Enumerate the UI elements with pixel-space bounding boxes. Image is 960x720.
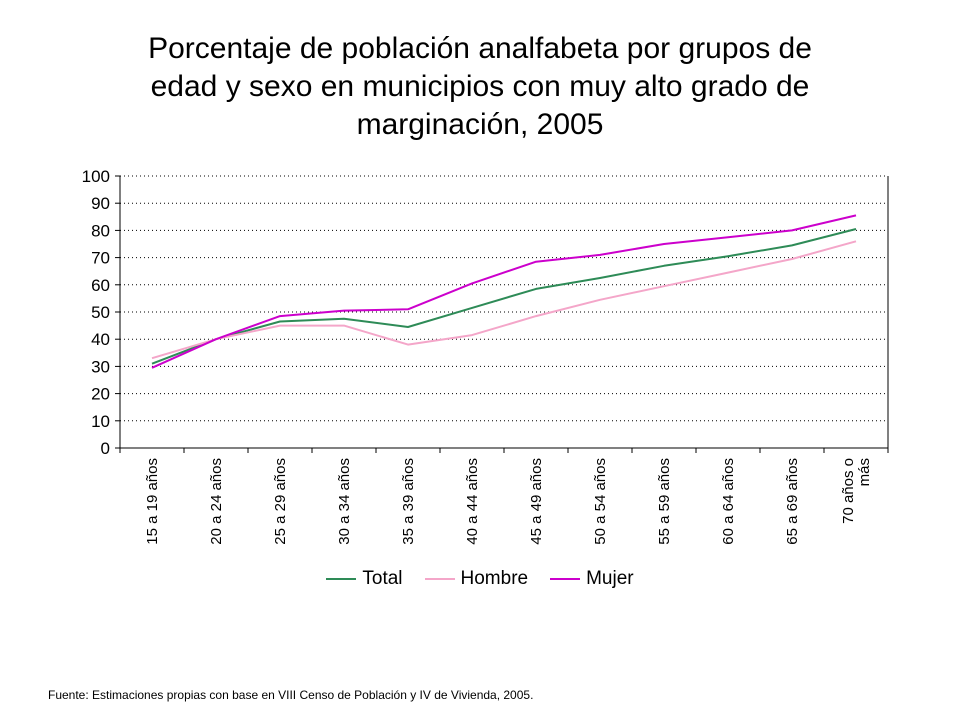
series-line-total [151,228,857,365]
y-tick-label: 70 [91,249,110,268]
y-tick-label: 10 [91,412,110,431]
legend-item: Hombre [424,568,529,590]
legend-swatch [550,578,581,580]
x-tick-label: 35 a 39 años [400,458,417,545]
legend-label: Mujer [586,568,634,589]
y-tick-label: 0 [101,439,110,458]
x-tick-label: 15 a 19 años [144,458,161,545]
x-tick-label: 45 a 49 años [528,458,545,545]
chart-title-line: marginación, 2005 [356,108,604,141]
y-tick-label: 30 [91,357,110,376]
legend-item: Mujer [550,568,634,590]
x-tick-label: 55 a 59 años [656,458,673,545]
legend-swatch [424,578,455,580]
x-tick-label: 50 a 54 años [592,458,609,545]
series-line-hombre [151,240,857,360]
legend-swatch [326,578,357,580]
y-tick-label: 50 [91,303,110,322]
source-note: Fuente: Estimaciones propias con base en… [48,688,534,702]
series-line-mujer [151,214,857,369]
chart-title-line: edad y sexo en municipios con muy alto g… [150,70,810,103]
x-tick-label: 30 a 34 años [336,458,353,545]
y-tick-label: 20 [91,385,110,404]
x-tick-label: 60 a 64 años [720,458,737,545]
y-tick-label: 40 [91,330,110,349]
x-tick-label: más [856,458,873,486]
legend-label: Total [362,568,403,589]
y-tick-label: 90 [91,194,110,213]
legend-item: Total [326,568,403,590]
chart-title: Porcentaje de población analfabeta por g… [80,30,880,144]
y-tick-label: 100 [82,167,110,186]
x-tick-label: 40 a 44 años [464,458,481,545]
x-tick-label: 20 a 24 años [208,458,225,545]
y-tick-label: 80 [91,221,110,240]
legend: Total Hombre Mujer [0,568,960,590]
x-tick-label: 70 años o [840,458,857,524]
x-tick-label: 65 a 69 años [784,458,801,545]
chart-title-line: Porcentaje de población analfabeta por g… [148,32,812,65]
y-tick-label: 60 [91,276,110,295]
legend-label: Hombre [460,568,529,589]
x-tick-label: 25 a 29 años [272,458,289,545]
